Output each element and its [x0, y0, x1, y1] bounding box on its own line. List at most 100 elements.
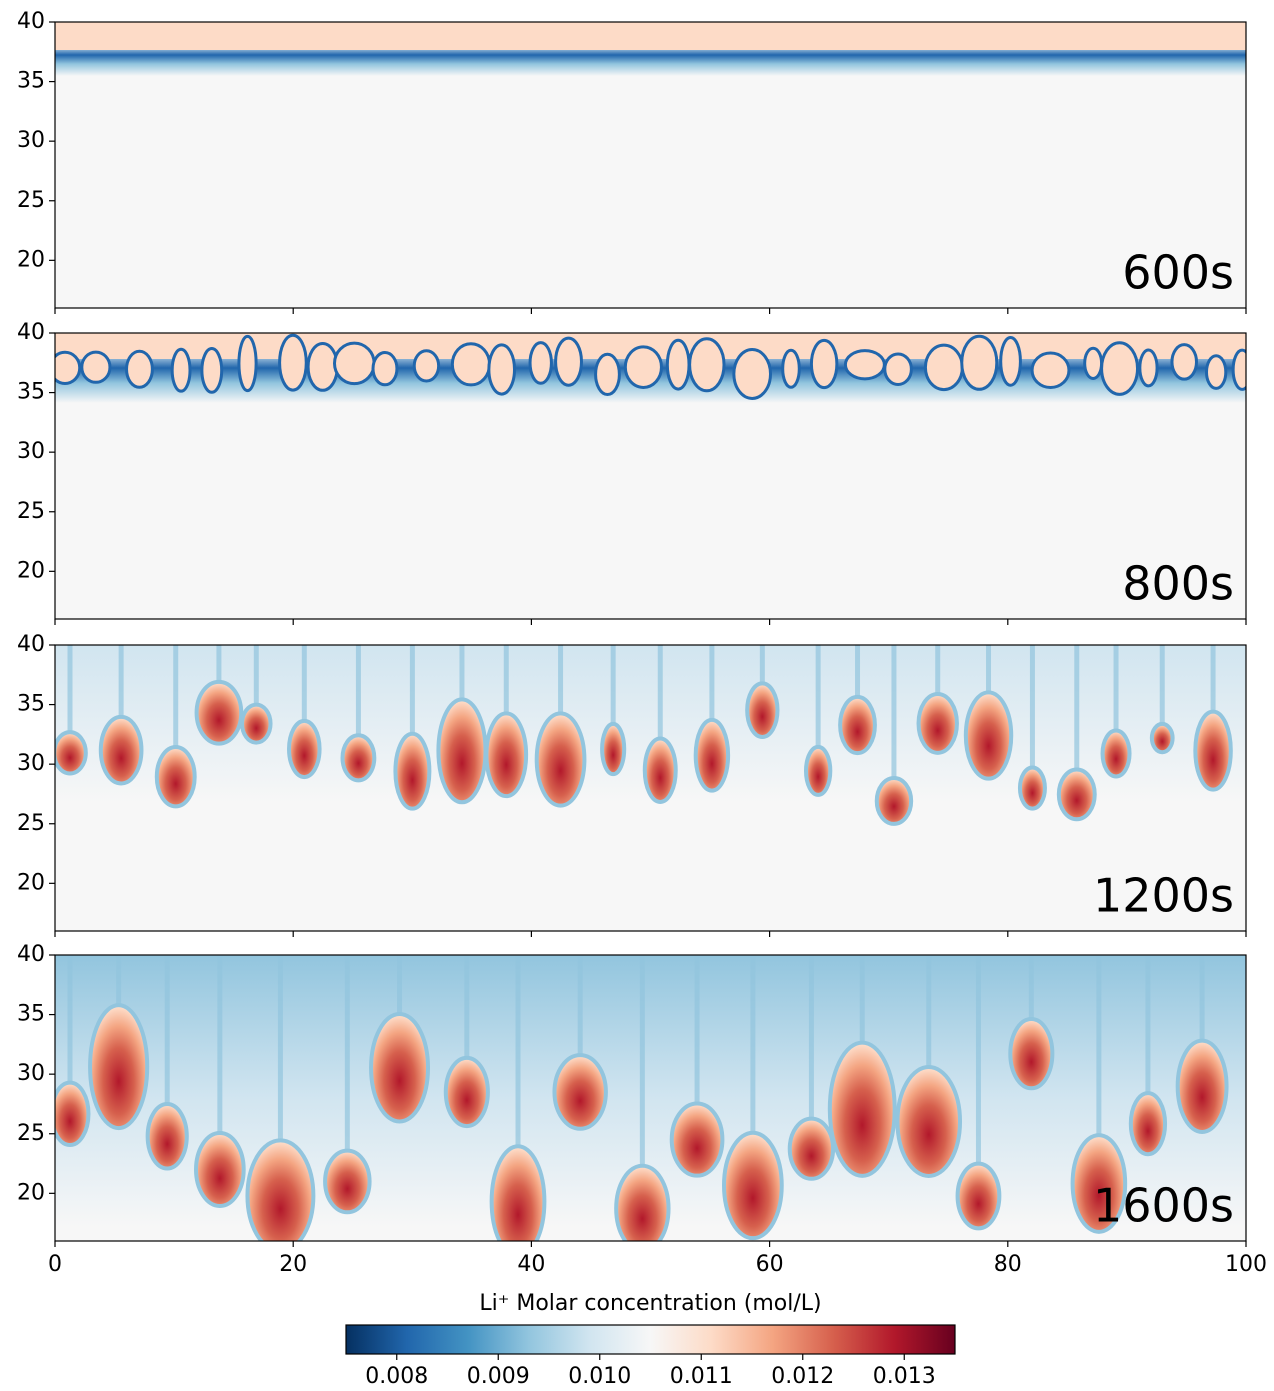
panel-annotation: 1600s [1093, 1179, 1234, 1233]
field-plume [614, 1163, 671, 1241]
field-plume [594, 352, 621, 397]
colorbar-tick-label: 0.012 [771, 1364, 834, 1389]
field-plume [306, 341, 339, 392]
x-tick-label: 40 [517, 1252, 545, 1277]
colorbar-tick-label: 0.010 [568, 1364, 631, 1389]
field-plume [1205, 354, 1228, 390]
y-tick-label: 30 [17, 439, 45, 464]
field-plume [1175, 1038, 1229, 1134]
field-plume [688, 337, 726, 393]
field-plume [194, 1131, 246, 1208]
field-plume [883, 352, 913, 386]
plot-frame [54, 332, 1247, 620]
colorbar-tick-label: 0.013 [873, 1364, 936, 1389]
field-plume [1030, 351, 1071, 389]
field-plume [955, 1161, 1002, 1231]
colorbar [345, 1324, 956, 1355]
field-plume [874, 775, 914, 826]
field-plume [923, 343, 964, 392]
panel-annotation: 1200s [1093, 869, 1234, 923]
field-plume [809, 338, 839, 390]
field-plume [98, 714, 144, 786]
field-plume [1100, 728, 1132, 779]
field-plume [200, 347, 224, 394]
field-plume [450, 342, 492, 387]
field-plume [484, 711, 529, 799]
y-tick-label: 40 [17, 632, 45, 657]
field-plume [1083, 346, 1104, 381]
field-plume [55, 350, 82, 385]
field-plume [623, 345, 663, 389]
heatmap-field [55, 955, 1246, 1241]
y-tick-label: 35 [17, 1002, 45, 1027]
field-plume [1138, 348, 1159, 388]
field-plume [693, 717, 731, 793]
field-plume [1008, 1017, 1055, 1091]
field-plume [600, 721, 627, 777]
heatmap-field [55, 645, 1246, 931]
field-plume [1056, 767, 1097, 822]
field-plume [787, 1116, 836, 1181]
colorbar-tick-label: 0.009 [467, 1364, 530, 1389]
field-plume [803, 744, 833, 797]
y-tick-label: 35 [17, 692, 45, 717]
field-plume [489, 1144, 547, 1241]
field-plume [287, 718, 322, 780]
plot-frame [54, 21, 1247, 309]
x-tick-label: 100 [1225, 1252, 1267, 1277]
field-plume [1170, 343, 1198, 381]
y-tick-label: 30 [17, 1061, 45, 1086]
field-plume [781, 348, 801, 389]
field-plume [732, 348, 773, 400]
field-plume [393, 731, 432, 811]
x-tick-label: 80 [994, 1252, 1022, 1277]
field-plume [436, 697, 488, 805]
y-tick-label: 30 [17, 128, 45, 153]
y-tick-label: 40 [17, 320, 45, 345]
field-plume [642, 736, 678, 804]
y-tick-label: 35 [17, 380, 45, 405]
field-plume [1128, 1091, 1168, 1157]
field-plume [278, 333, 308, 392]
y-tick-label: 20 [17, 870, 45, 895]
field-plume [554, 336, 583, 387]
heatmap-field [55, 22, 1246, 308]
field-plume [745, 681, 780, 739]
field-plume [999, 335, 1022, 387]
y-tick-label: 35 [17, 69, 45, 94]
field-plume [1017, 765, 1047, 811]
y-tick-label: 40 [17, 9, 45, 34]
field-plume [237, 334, 258, 393]
field-plume [194, 679, 244, 746]
field-plume [80, 350, 112, 384]
field-plume [916, 691, 959, 755]
field-band [55, 46, 1246, 76]
field-plume [487, 343, 517, 396]
x-tick-label: 0 [48, 1252, 62, 1277]
field-plume [528, 341, 553, 385]
field-plume [332, 341, 376, 386]
field-plume [240, 702, 273, 745]
y-tick-label: 25 [17, 499, 45, 524]
panel-annotation: 600s [1122, 246, 1234, 300]
y-tick-label: 20 [17, 247, 45, 272]
field-plume [323, 1148, 372, 1215]
plot-frame [54, 644, 1247, 932]
y-tick-label: 25 [17, 188, 45, 213]
field-plume [412, 349, 441, 383]
field-plume [369, 1012, 431, 1124]
y-tick-label: 25 [17, 1121, 45, 1146]
field-plume [1100, 341, 1140, 396]
field-top [55, 22, 1246, 50]
field-plume [827, 1040, 897, 1178]
panel-annotation: 800s [1122, 557, 1234, 611]
y-tick-label: 20 [17, 558, 45, 583]
y-tick-label: 30 [17, 751, 45, 776]
x-tick-label: 60 [756, 1252, 784, 1277]
field-plume [55, 730, 88, 776]
field-plume [1070, 1133, 1128, 1234]
y-tick-label: 25 [17, 811, 45, 836]
field-plume [88, 1003, 150, 1131]
field-plume [669, 1101, 725, 1178]
field-plume [895, 1065, 963, 1178]
